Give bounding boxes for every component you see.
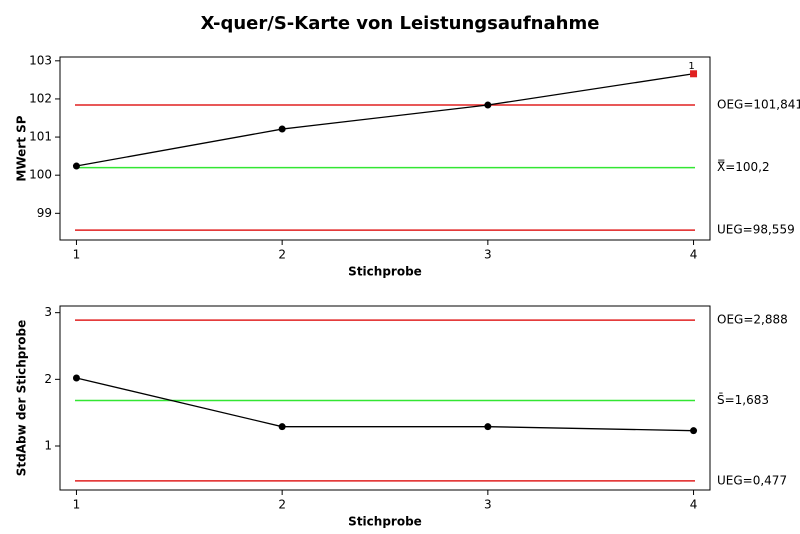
control-line-label: S̄=1,683 — [717, 393, 769, 407]
data-point — [690, 427, 698, 435]
data-point — [278, 423, 286, 431]
x-tick-label: 4 — [690, 498, 698, 512]
control-line-label: UEG=0,477 — [717, 473, 787, 487]
y-tick-label: 99 — [37, 206, 52, 220]
data-point — [484, 101, 492, 109]
y-tick-label: 101 — [29, 130, 52, 144]
y-tick-label: 100 — [29, 168, 52, 182]
x-tick-label: 3 — [484, 498, 492, 512]
x-axis-label: Stichprobe — [348, 265, 422, 279]
x-tick-label: 3 — [484, 248, 492, 262]
plot-frame — [59, 305, 711, 491]
y-tick-label: 1 — [44, 439, 52, 453]
series-line — [76, 73, 694, 167]
x-tick-label: 4 — [690, 248, 698, 262]
control-line-label: X̿=100,2 — [717, 159, 770, 174]
chart-title: X-quer/S-Karte von Leistungsaufnahme — [201, 13, 600, 34]
y-tick-label: 102 — [29, 91, 52, 105]
data-point — [690, 70, 698, 78]
control-line-label: OEG=101,841 — [717, 97, 800, 111]
y-axis-label: MWert SP — [15, 115, 29, 181]
y-axis-label: StdAbw der Stichprobe — [15, 320, 29, 477]
x-tick-label: 2 — [278, 498, 286, 512]
control-line-label: OEG=2,888 — [717, 313, 788, 327]
y-tick-label: 103 — [29, 53, 52, 67]
data-point — [72, 374, 80, 382]
x-tick-label: 2 — [278, 248, 286, 262]
y-tick-label: 2 — [44, 372, 52, 386]
data-point — [278, 125, 286, 133]
x-tick-label: 1 — [73, 498, 81, 512]
x-tick-label: 1 — [73, 248, 81, 262]
plot-frame — [59, 56, 711, 241]
point-label: 1 — [688, 61, 694, 72]
data-point — [484, 423, 492, 431]
control-line-label: UEG=98,559 — [717, 223, 795, 237]
series-line — [76, 377, 694, 432]
data-point — [72, 162, 80, 170]
x-axis-label: Stichprobe — [348, 515, 422, 529]
y-tick-label: 3 — [44, 305, 52, 319]
